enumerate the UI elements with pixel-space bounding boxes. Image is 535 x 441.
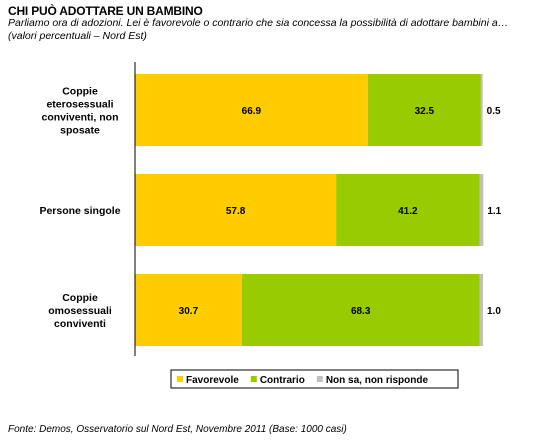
category-label-0: conviventi, non (41, 112, 118, 124)
legend-swatch-favorevole (177, 376, 183, 382)
chart-subtitle: Parliamo ora di adozioni. Lei è favorevo… (8, 17, 509, 42)
bar-non-sa-non-risponde-2 (479, 274, 483, 346)
data-label-contrario-0: 32.5 (415, 106, 435, 117)
legend-swatch-contrario (250, 376, 257, 382)
bar-favorevole-1 (135, 174, 337, 246)
category-label-2: omosessuali (48, 305, 112, 317)
data-label-favorevole-2: 30.7 (179, 306, 199, 317)
source-note: Fonte: Demos, Osservatorio sul Nord Est,… (8, 424, 347, 435)
data-label-contrario-2: 68.3 (351, 306, 371, 317)
data-label-non-sa-non-risponde-1: 1.1 (487, 206, 501, 217)
category-label-1: Persone singole (39, 205, 120, 217)
category-label-2: conviventi (54, 318, 106, 330)
category-label-0: Coppie (62, 86, 98, 98)
legend-label-non-sa-non-risponde: Non sa, non risponde (326, 375, 429, 386)
data-label-favorevole-1: 57.8 (226, 206, 246, 217)
data-label-non-sa-non-risponde-0: 0.5 (487, 106, 501, 117)
legend-label-favorevole: Favorevole (186, 375, 239, 386)
data-label-favorevole-0: 66.9 (242, 106, 262, 117)
bars-layer (135, 74, 484, 346)
category-label-0: eterosessuali (46, 99, 113, 111)
bar-favorevole-2 (135, 274, 242, 346)
legend-swatch-non-sa-non-risponde (316, 376, 323, 382)
data-label-non-sa-non-risponde-2: 1.0 (487, 306, 501, 317)
category-label-2: Coppie (62, 292, 98, 304)
bar-contrario-0 (367, 74, 481, 146)
data-label-contrario-1: 41.2 (398, 206, 418, 217)
legend: Favorevole Contrario Non sa, non risponde (170, 369, 459, 389)
category-label-0: sposate (60, 125, 100, 137)
bar-contrario-1 (336, 174, 480, 246)
legend-label-contrario: Contrario (260, 375, 305, 386)
chart-title: CHI PUÒ ADOTTARE UN BAMBINO (8, 4, 203, 18)
bar-non-sa-non-risponde-0 (480, 74, 483, 146)
bar-non-sa-non-risponde-1 (479, 174, 484, 246)
labels-layer: 66.9 32.5 0.5Coppieeterosessualiconviventi… (39, 86, 501, 331)
legend-box (170, 369, 459, 389)
bar-favorevole-0 (135, 74, 368, 146)
bar-contrario-2 (241, 274, 480, 346)
